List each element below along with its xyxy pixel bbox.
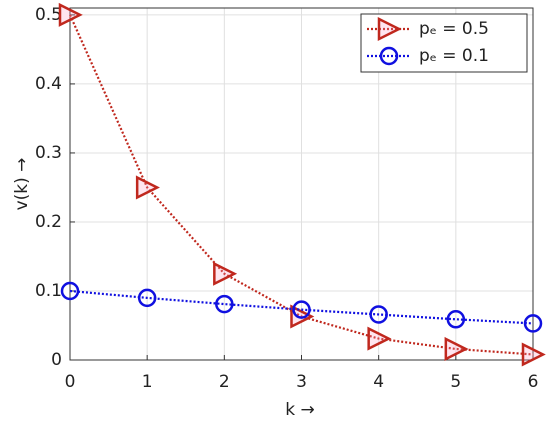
y-tick-label: 0.3 (35, 143, 62, 163)
marker (369, 305, 388, 324)
x-tick-label: 6 (528, 372, 539, 392)
marker (521, 342, 546, 367)
marker (446, 310, 466, 329)
legend-marker (377, 16, 402, 42)
marker (215, 294, 234, 314)
x-axis-label: k → (285, 400, 315, 420)
x-tick-label: 0 (65, 372, 76, 392)
y-tick-label: 0.1 (35, 281, 62, 301)
y-tick-label: 0 (51, 350, 62, 370)
marker (444, 336, 469, 361)
marker (213, 261, 238, 286)
y-tick-label: 0.4 (35, 74, 62, 94)
marker (292, 300, 311, 319)
legend-label: pₑ = 0.1 (419, 46, 489, 66)
series-line (69, 289, 534, 325)
marker (523, 314, 543, 333)
x-tick-label: 5 (450, 372, 461, 392)
x-tick-label: 4 (373, 372, 384, 392)
marker (58, 2, 83, 27)
legend-marker (379, 46, 399, 66)
y-axis-label: v(k) → (12, 158, 32, 211)
x-tick-label: 2 (219, 372, 230, 392)
x-tick-label: 1 (142, 372, 153, 392)
marker (135, 175, 160, 200)
legend-label: pₑ = 0.5 (419, 19, 489, 39)
marker (367, 326, 392, 351)
marker (137, 288, 157, 308)
x-tick-label: 3 (296, 372, 307, 392)
axes-box (69, 7, 534, 361)
y-tick-label: 0.5 (35, 5, 62, 25)
y-tick-label: 0.2 (35, 212, 62, 232)
marker (60, 281, 80, 301)
